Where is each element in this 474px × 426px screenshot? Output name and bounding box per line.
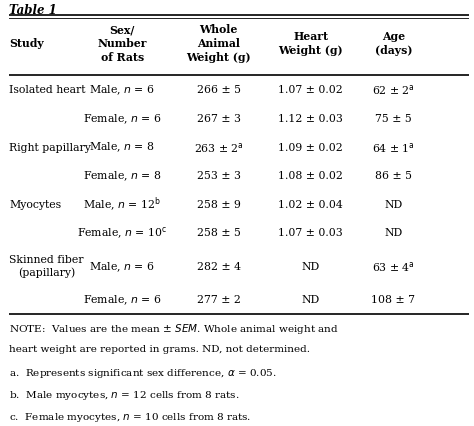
- Text: Age
(days): Age (days): [374, 31, 412, 55]
- Text: 108 ± 7: 108 ± 7: [372, 295, 415, 305]
- Text: Right papillary: Right papillary: [9, 142, 91, 152]
- Text: ND: ND: [301, 295, 320, 305]
- Text: Female, $n$ = 6: Female, $n$ = 6: [83, 112, 162, 125]
- Text: Table 1: Table 1: [9, 4, 57, 17]
- Text: 63 ± 4$^{\rm a}$: 63 ± 4$^{\rm a}$: [372, 259, 415, 273]
- Text: NOTE:  Values are the mean $\pm$ $SEM$. Whole animal weight and: NOTE: Values are the mean $\pm$ $SEM$. W…: [9, 322, 339, 336]
- Text: Study: Study: [9, 38, 44, 49]
- Text: Isolated heart: Isolated heart: [9, 85, 86, 95]
- Text: heart weight are reported in grams. ND, not determined.: heart weight are reported in grams. ND, …: [9, 344, 310, 353]
- Text: ND: ND: [301, 261, 320, 271]
- Text: 258 ± 5: 258 ± 5: [197, 228, 241, 238]
- Text: Whole
Animal
Weight (g): Whole Animal Weight (g): [186, 24, 251, 62]
- Text: Male, $n$ = 6: Male, $n$ = 6: [89, 83, 155, 97]
- Text: c.  Female myocytes, $n$ = 10 cells from 8 rats.: c. Female myocytes, $n$ = 10 cells from …: [9, 410, 252, 423]
- Text: Female, $n$ = 10$^{\rm c}$: Female, $n$ = 10$^{\rm c}$: [77, 225, 167, 241]
- Text: 266 ± 5: 266 ± 5: [197, 85, 241, 95]
- Text: 253 ± 3: 253 ± 3: [197, 171, 241, 181]
- Text: ND: ND: [384, 199, 402, 209]
- Text: 1.12 ± 0.03: 1.12 ± 0.03: [278, 114, 343, 124]
- Text: 1.02 ± 0.04: 1.02 ± 0.04: [278, 199, 343, 209]
- Text: a.  Represents significant sex difference, $\alpha$ = 0.05.: a. Represents significant sex difference…: [9, 366, 277, 379]
- Text: Male, $n$ = 6: Male, $n$ = 6: [89, 259, 155, 273]
- Text: Sex/
Number
of Rats: Sex/ Number of Rats: [97, 24, 147, 62]
- Text: 64 ± 1$^{\rm a}$: 64 ± 1$^{\rm a}$: [372, 140, 415, 154]
- Text: Heart
Weight (g): Heart Weight (g): [278, 31, 343, 55]
- Text: 277 ± 2: 277 ± 2: [197, 295, 241, 305]
- Text: Female, $n$ = 6: Female, $n$ = 6: [83, 293, 162, 306]
- Text: 1.07 ± 0.02: 1.07 ± 0.02: [278, 85, 343, 95]
- Text: 263 ± 2$^{\rm a}$: 263 ± 2$^{\rm a}$: [194, 140, 244, 154]
- Text: 267 ± 3: 267 ± 3: [197, 114, 241, 124]
- Text: 258 ± 9: 258 ± 9: [197, 199, 241, 209]
- Text: 1.08 ± 0.02: 1.08 ± 0.02: [278, 171, 343, 181]
- Text: 1.07 ± 0.03: 1.07 ± 0.03: [278, 228, 343, 238]
- Text: Myocytes: Myocytes: [9, 199, 62, 209]
- Text: Female, $n$ = 8: Female, $n$ = 8: [83, 169, 162, 182]
- Text: 62 ± 2$^{\rm a}$: 62 ± 2$^{\rm a}$: [372, 83, 415, 97]
- Text: 1.09 ± 0.02: 1.09 ± 0.02: [278, 142, 343, 152]
- Text: Skinned fiber
(papillary): Skinned fiber (papillary): [9, 255, 84, 278]
- Text: Male, $n$ = 8: Male, $n$ = 8: [89, 141, 155, 154]
- Text: b.  Male myocytes, $n$ = 12 cells from 8 rats.: b. Male myocytes, $n$ = 12 cells from 8 …: [9, 388, 240, 401]
- Text: 282 ± 4: 282 ± 4: [197, 261, 241, 271]
- Text: Male, $n$ = 12$^{\rm b}$: Male, $n$ = 12$^{\rm b}$: [83, 195, 161, 213]
- Text: 86 ± 5: 86 ± 5: [375, 171, 412, 181]
- Text: 75 ± 5: 75 ± 5: [375, 114, 412, 124]
- Text: ND: ND: [384, 228, 402, 238]
